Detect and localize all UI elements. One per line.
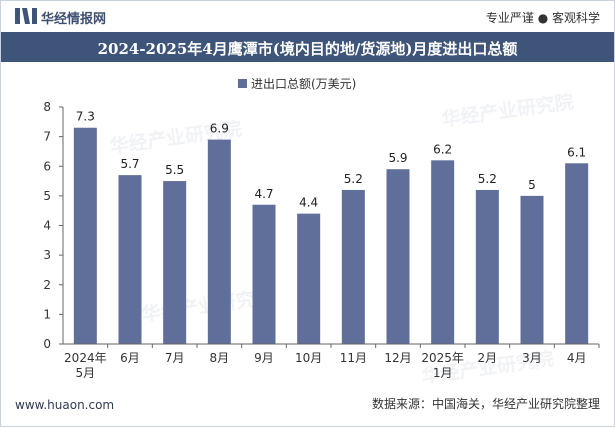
bar-value-label: 5.5: [165, 163, 184, 177]
x-tick-label: 7月: [165, 351, 185, 365]
bar: [565, 163, 589, 344]
bar: [520, 195, 544, 344]
bar-value-label: 5.2: [344, 172, 363, 186]
header-bar: 华经情报网 专业严谨 ● 客观科学: [1, 1, 614, 31]
bar: [297, 213, 321, 344]
y-tick-label: 8: [43, 100, 51, 114]
y-tick-label: 0: [43, 337, 51, 351]
bar: [73, 127, 97, 344]
legend: 进出口总额(万美元): [238, 77, 356, 91]
bar: [386, 169, 410, 344]
bar: [475, 189, 499, 344]
bar: [118, 175, 142, 344]
y-axis: 0 1 2 3 4 5 6 7 8: [43, 100, 64, 351]
y-tick-label: 3: [43, 248, 51, 262]
y-tick-label: 1: [43, 307, 51, 321]
bar-value-label: 5.7: [120, 157, 139, 171]
y-tick-label: 6: [43, 159, 51, 173]
huajing-logo-icon: [15, 8, 37, 24]
title-bar: 2024-2025年4月鹰潭市(境内目的地/货源地)月度进出口总额: [1, 32, 614, 62]
x-tick-label: 2024年 5月: [64, 351, 107, 380]
bar-value-label: 5.9: [388, 151, 407, 165]
footer-source: 数据来源：中国海关，华经产业研究院整理: [371, 397, 600, 411]
brand-name: 华经情报网: [41, 12, 107, 27]
x-tick-label: 11月: [340, 351, 367, 365]
bar: [207, 139, 231, 344]
bar-value-label: 6.9: [210, 122, 229, 136]
bar: [341, 189, 365, 344]
bar-value-label: 5: [528, 178, 536, 192]
legend-swatch: [238, 79, 247, 88]
x-axis: 2024年 5月 6月 7月 8月 9月 10月 11月 12月 2025年 1月 2月 3月 4月: [63, 343, 600, 380]
x-tick-label: 12月: [384, 351, 411, 365]
bar-value-label: 4.4: [299, 196, 318, 210]
x-tick-label: 10月: [295, 351, 322, 365]
bars: 7.3 5.7 5.5 6.9 4.7 4.4 5.2 5.9 6.2 5.2 5 6.1: [73, 110, 589, 344]
x-tick-label: 9月: [254, 351, 274, 365]
x-tick-label: 8月: [210, 351, 230, 365]
x-tick-label: 6月: [120, 351, 140, 365]
footer-website: www.huaon.com: [15, 398, 115, 412]
x-tick-label: 4月: [567, 351, 587, 365]
bar-value-label: 7.3: [76, 110, 95, 124]
bar-chart: 进出口总额(万美元) 0 1 2 3 4 5 6 7 8 7.3 5.7 5.5 6.9 4.7 4.4 5…: [43, 77, 600, 380]
y-tick-label: 2: [43, 278, 51, 292]
bar-value-label: 4.7: [254, 187, 273, 201]
legend-label: 进出口总额(万美元): [251, 77, 356, 91]
y-tick-label: 7: [43, 130, 51, 144]
bar-value-label: 6.2: [433, 142, 452, 156]
y-tick-label: 4: [43, 219, 51, 233]
x-tick-label: 3月: [522, 351, 542, 365]
x-tick-label: 2025年 1月: [421, 351, 464, 380]
bar: [431, 160, 455, 344]
y-tick-label: 5: [43, 189, 51, 203]
bar-value-label: 6.1: [567, 145, 586, 159]
bar: [252, 204, 276, 344]
x-tick-label: 2月: [478, 351, 498, 365]
tagline: 专业严谨 ● 客观科学: [485, 11, 600, 25]
bar-value-label: 5.2: [478, 172, 497, 186]
bar: [163, 181, 187, 344]
chart-title: 2024-2025年4月鹰潭市(境内目的地/货源地)月度进出口总额: [97, 40, 518, 58]
